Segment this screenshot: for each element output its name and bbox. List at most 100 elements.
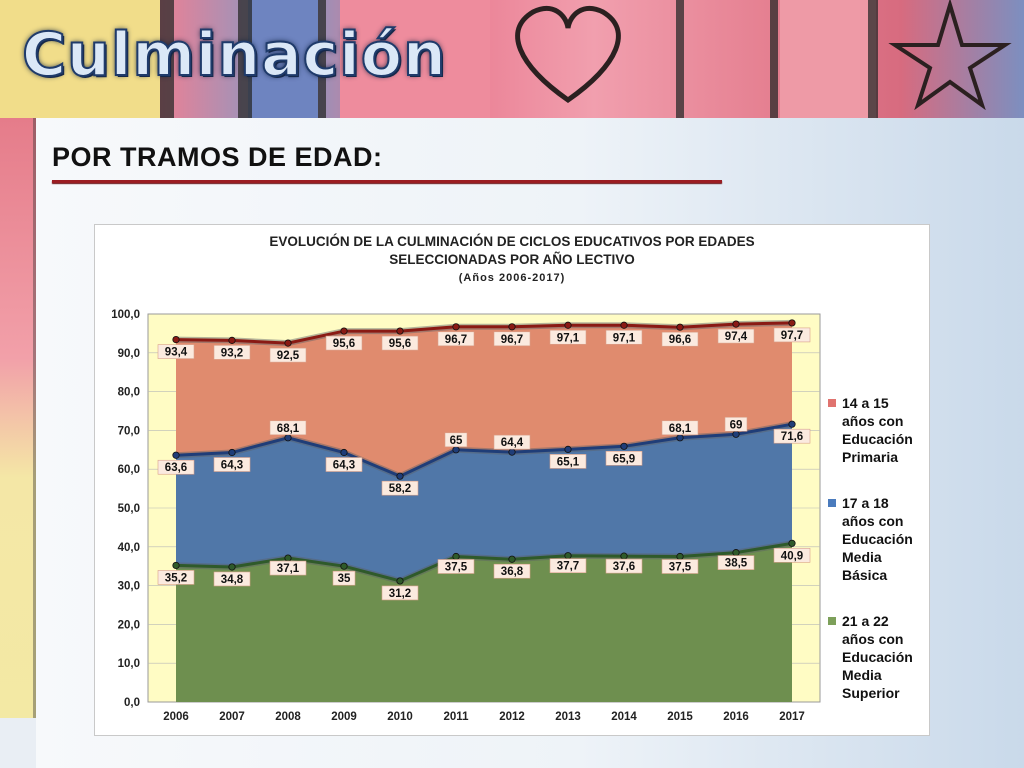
data-label: 36,8 — [501, 566, 524, 578]
legend-label-line: Educación — [842, 649, 913, 665]
y-tick-label: 80,0 — [118, 387, 140, 399]
legend-label-line: Media — [842, 549, 882, 565]
area-chart: EVOLUCIÓN DE LA CULMINACIÓN DE CICLOS ED… — [111, 234, 821, 723]
data-label: 68,1 — [277, 423, 300, 435]
x-tick-label: 2008 — [275, 711, 301, 723]
data-point — [732, 549, 740, 557]
data-point — [508, 555, 516, 563]
y-tick-label: 60,0 — [118, 464, 140, 476]
legend-label-line: Superior — [842, 685, 900, 701]
data-label: 64,3 — [221, 460, 243, 472]
data-label-bg — [157, 570, 195, 585]
data-label: 37,1 — [277, 563, 300, 575]
legend-label-line: Básica — [842, 567, 888, 583]
data-point — [564, 552, 572, 560]
data-label-bg — [157, 344, 195, 359]
data-label: 63,6 — [165, 462, 187, 474]
x-tick-label: 2014 — [611, 711, 637, 723]
data-point — [676, 552, 684, 561]
data-label-bg — [773, 548, 811, 563]
data-point — [732, 430, 740, 438]
data-point — [620, 442, 628, 450]
data-label: 65,1 — [557, 456, 580, 468]
data-label-bg — [269, 560, 307, 576]
data-label: 35 — [338, 573, 351, 585]
chart-title-line-1: EVOLUCIÓN DE LA CULMINACIÓN DE CICLOS ED… — [269, 234, 754, 249]
series-areas — [176, 322, 792, 702]
data-label: 65,9 — [613, 453, 635, 465]
legend-item-3: 21 a 22 años con Educación Media Superior — [828, 612, 926, 702]
series-area-3 — [176, 543, 792, 702]
data-label-bg — [213, 571, 251, 587]
y-tick-label: 50,0 — [118, 503, 140, 515]
legend-label-line: Educación — [842, 431, 913, 447]
data-label-bg — [493, 563, 531, 579]
data-label: 92,5 — [277, 350, 300, 362]
data-point — [620, 552, 628, 560]
data-point — [396, 472, 404, 480]
data-label-bg — [269, 420, 307, 436]
data-label-bg — [661, 420, 699, 436]
data-label: 37,5 — [669, 562, 692, 574]
data-point — [284, 339, 292, 347]
data-label: 31,2 — [389, 588, 411, 600]
data-point — [396, 577, 404, 585]
series-line-2 — [175, 422, 793, 478]
banner-stripe — [160, 0, 174, 118]
legend-swatch — [828, 499, 836, 507]
banner-stripe — [770, 0, 778, 118]
data-label-bg — [269, 347, 307, 363]
data-label-bg — [661, 559, 699, 574]
chart-legend: 14 a 15 años con Educación Primaria 17 a 18 a… — [828, 394, 926, 730]
y-tick-label: 40,0 — [118, 542, 140, 554]
data-point — [340, 448, 348, 457]
series-line-3 — [175, 541, 793, 583]
data-point — [564, 321, 572, 329]
data-label-bg — [437, 559, 475, 574]
legend-label-line: 14 a 15 — [842, 395, 889, 411]
data-label-bg — [437, 331, 475, 347]
heading-underline — [52, 180, 722, 183]
chart-subtitle: (Años 2006-2017) — [459, 272, 566, 284]
data-label: 71,6 — [781, 431, 803, 443]
chart-title-line-2: SELECCIONADAS POR AÑO LECTIVO — [389, 252, 635, 267]
y-tick-label: 20,0 — [118, 619, 140, 631]
x-tick-label: 2017 — [779, 711, 805, 723]
legend-label-line: Media — [842, 667, 882, 683]
data-label: 64,4 — [501, 437, 524, 449]
data-label: 38,5 — [725, 558, 748, 570]
data-point — [788, 420, 796, 428]
data-label: 37,6 — [613, 561, 635, 573]
data-point — [228, 448, 236, 457]
y-tick-label: 100,0 — [111, 309, 140, 321]
data-label-bg — [773, 327, 811, 343]
y-tick-label: 0,0 — [124, 697, 140, 709]
data-point — [676, 434, 684, 442]
data-point — [172, 451, 180, 459]
data-label-bg — [605, 558, 643, 574]
data-label-bg — [325, 457, 363, 472]
data-label: 95,6 — [389, 338, 411, 350]
data-point — [676, 323, 684, 331]
data-point — [788, 319, 796, 327]
x-tick-label: 2012 — [499, 711, 525, 723]
data-label-bg — [332, 570, 356, 586]
data-label-bg — [605, 329, 643, 345]
data-point — [284, 434, 292, 442]
data-label-bg — [724, 416, 748, 432]
data-label-bg — [549, 454, 587, 469]
data-point — [452, 446, 460, 454]
data-point — [452, 323, 460, 331]
data-label-bg — [381, 480, 419, 496]
banner-block-yellow — [0, 0, 160, 118]
banner-stripe — [868, 0, 878, 118]
data-point — [172, 561, 180, 570]
data-label-bg — [605, 451, 643, 466]
data-label: 93,2 — [221, 347, 243, 359]
y-tick-label: 90,0 — [118, 348, 140, 360]
data-label-bg — [549, 558, 587, 574]
data-label: 69 — [730, 419, 743, 431]
x-tick-label: 2006 — [163, 711, 189, 723]
data-point — [788, 539, 796, 547]
data-point — [508, 323, 516, 331]
